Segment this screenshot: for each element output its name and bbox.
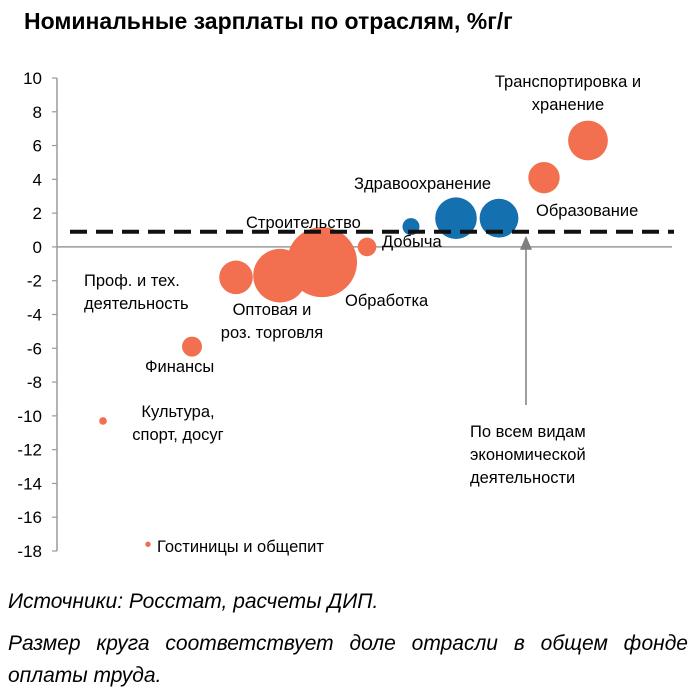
y-tick-label: 6	[33, 137, 42, 156]
point-label: Здравоохранение	[354, 175, 491, 193]
y-tick-label: 0	[33, 238, 42, 257]
reference-arrow-head	[520, 235, 532, 250]
bubble-point	[145, 541, 151, 547]
bubble-chart: 10 8 6 4 2 0 -2 -4 -6 -8 -10 -12 -14 -16 -18 Гостиницы…	[17, 69, 674, 561]
point-label: Строительство	[246, 214, 361, 232]
bubble-point	[287, 227, 357, 298]
bubble-point	[435, 197, 477, 240]
bubble-point	[528, 161, 560, 194]
y-tick-label: -4	[27, 306, 42, 325]
y-tick-label: -2	[27, 272, 42, 291]
reference-line-label: По всем видам экономической деятельности	[470, 423, 586, 487]
y-tick-label: -8	[27, 373, 42, 392]
point-label: Финансы	[145, 358, 214, 376]
point-label: Гостиницы и общепит	[157, 538, 324, 556]
source-note: Источники: Росстат, расчеты ДИП.	[8, 590, 379, 613]
point-label: Культура, спорт, досуг	[132, 403, 223, 444]
bubble-point	[568, 120, 608, 161]
point-label: Обработка	[345, 292, 429, 310]
point-label: Оптовая и роз. торговля	[221, 301, 323, 342]
bubble-point	[219, 260, 253, 295]
chart-title: Номинальные зарплаты по отраслям, %г/г	[24, 8, 513, 34]
y-tick-label: 4	[33, 170, 42, 189]
point-label: Транспортировка и хранение	[495, 73, 641, 114]
bubble-point	[99, 417, 107, 425]
point-label: Проф. и тех. деятельность	[84, 272, 189, 313]
bubble-size-note: Размер круга соответствует доле отрасли …	[8, 632, 688, 687]
y-tick-label: -18	[17, 542, 42, 561]
y-tick-label: -14	[17, 474, 42, 493]
y-tick-label: -6	[27, 339, 42, 358]
y-tick-label: -12	[17, 441, 42, 460]
bubble-point	[357, 237, 377, 257]
bubble-point	[479, 198, 519, 238]
point-label: Образование	[536, 202, 638, 220]
y-tick-label: 10	[23, 69, 42, 88]
y-tick-label: -10	[17, 407, 42, 426]
bubble-point	[182, 336, 202, 357]
point-label: Добыча	[382, 233, 442, 251]
y-tick-label: -16	[17, 508, 42, 527]
y-tick-label: 2	[33, 204, 42, 223]
y-tick-label: 8	[33, 103, 42, 122]
